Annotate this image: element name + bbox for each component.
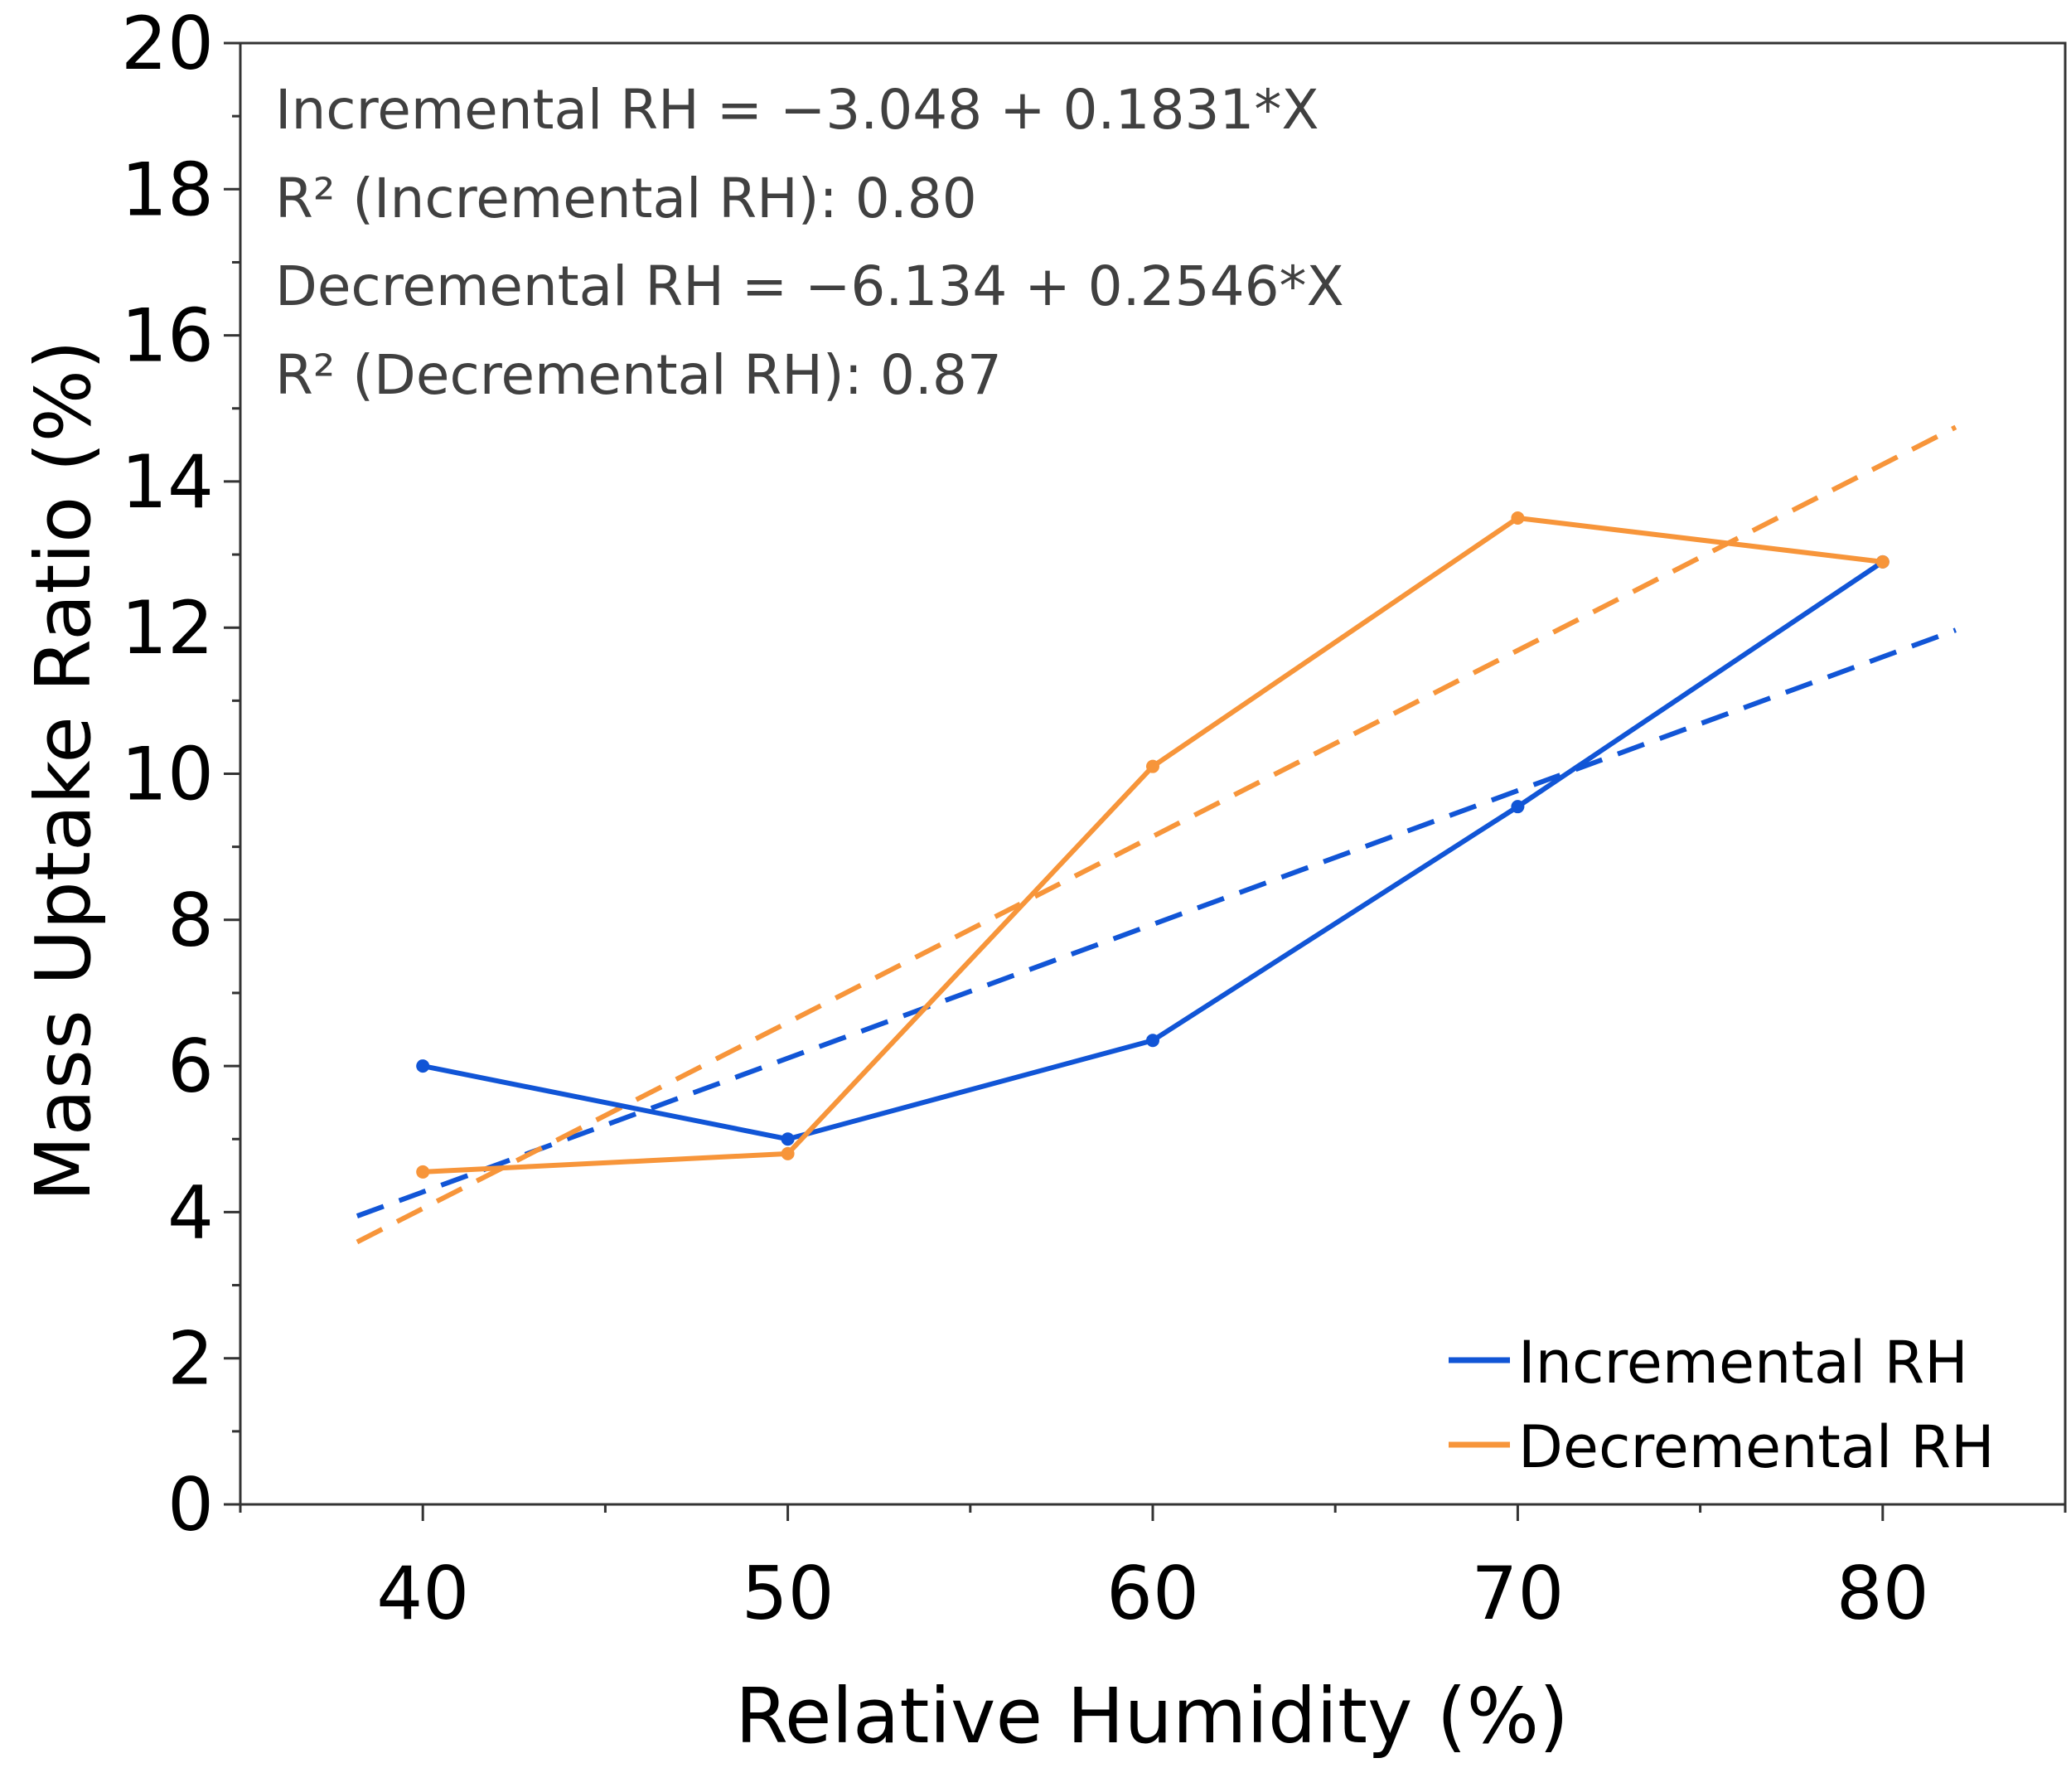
legend: Incremental RH Decremental RH <box>1449 1329 1995 1481</box>
data-point-decremental-rh <box>1146 759 1159 773</box>
data-point-decremental-rh <box>1511 511 1525 525</box>
data-point-decremental-rh <box>781 1146 795 1160</box>
data-point-incremental-rh <box>1146 1034 1159 1048</box>
annotation-incremental-equation: Incremental RH = −3.048 + 0.1831*X <box>275 78 1319 142</box>
fit-line-decremental-rh <box>356 424 1957 1245</box>
plot-area <box>239 41 2067 1506</box>
fit-lines <box>356 424 1957 1245</box>
series-lines <box>416 511 1890 1179</box>
y-tick-label: 12 <box>121 585 214 671</box>
x-tick-label: 80 <box>1836 1551 1929 1636</box>
data-point-decremental-rh <box>416 1165 430 1179</box>
x-axis: 40 50 60 70 80 <box>239 1504 2067 1636</box>
x-tick-label: 70 <box>1471 1551 1564 1636</box>
data-point-decremental-rh <box>1875 555 1890 569</box>
x-tick-label: 40 <box>376 1551 469 1636</box>
y-tick-label: 20 <box>121 1 214 86</box>
y-tick-label: 16 <box>121 293 214 379</box>
x-tick-label: 50 <box>742 1551 835 1636</box>
annotation-decremental-r2: R² (Decremental RH): 0.87 <box>275 343 1002 407</box>
annotations: Incremental RH = −3.048 + 0.1831*X R² (I… <box>275 78 1344 407</box>
legend-label-incremental: Incremental RH <box>1518 1329 1968 1397</box>
x-tick-label: 60 <box>1106 1551 1199 1636</box>
y-tick-label: 2 <box>167 1316 214 1402</box>
x-axis-title: Relative Humidity (%) <box>735 1672 1569 1761</box>
y-tick-label: 6 <box>167 1024 214 1109</box>
annotation-decremental-equation: Decremental RH = −6.134 + 0.2546*X <box>275 254 1344 318</box>
data-point-incremental-rh <box>781 1132 795 1146</box>
annotation-incremental-r2: R² (Incremental RH): 0.80 <box>275 167 977 230</box>
y-tick-label: 10 <box>121 732 214 817</box>
y-tick-label: 18 <box>121 147 214 232</box>
y-tick-label: 8 <box>167 878 214 963</box>
data-point-incremental-rh <box>416 1059 430 1073</box>
data-point-incremental-rh <box>1511 800 1525 814</box>
y-tick-label: 0 <box>167 1462 214 1547</box>
y-axis-title: Mass Uptake Ratio (%) <box>19 340 108 1202</box>
y-tick-label: 14 <box>121 439 214 525</box>
fit-line-incremental-rh <box>356 627 1957 1218</box>
y-tick-label: 4 <box>167 1170 214 1255</box>
y-axis: 0 2 4 6 8 10 12 14 16 18 20 <box>121 1 240 1547</box>
legend-label-decremental: Decremental RH <box>1518 1413 1995 1481</box>
